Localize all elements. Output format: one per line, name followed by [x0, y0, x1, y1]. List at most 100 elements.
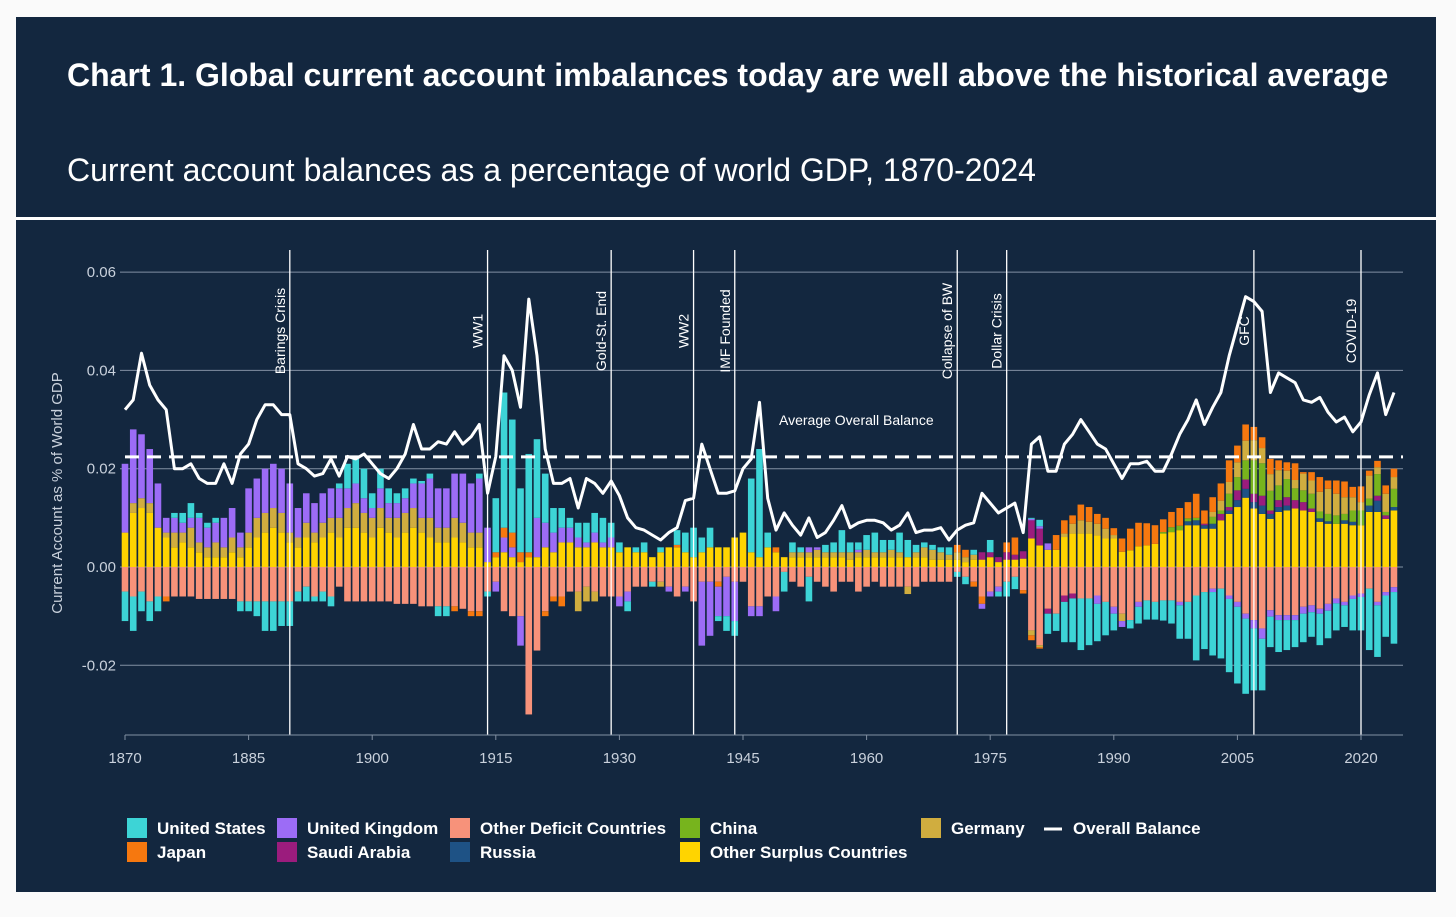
bar-od	[1390, 567, 1398, 588]
bar-os	[171, 547, 178, 567]
bar-od	[1094, 567, 1101, 596]
bar-jp	[508, 532, 516, 548]
bar-os	[1365, 511, 1373, 567]
bar-od	[1184, 567, 1192, 602]
bar-sa	[1374, 495, 1381, 501]
bar-cn	[1291, 488, 1299, 501]
bar-cn	[1374, 474, 1381, 496]
bar-uk	[583, 542, 590, 548]
bar-od	[558, 567, 566, 597]
bar-de	[1316, 491, 1324, 512]
bar-sa	[1258, 495, 1266, 506]
bar-uk	[616, 596, 623, 607]
bar-us	[649, 581, 656, 587]
bar-uk	[228, 508, 236, 538]
bar-de	[1225, 481, 1233, 494]
bar-od	[418, 567, 425, 607]
bar-sa	[1019, 551, 1027, 559]
bar-sa	[1201, 523, 1208, 526]
bar-os	[187, 547, 195, 567]
bar-us	[1126, 620, 1134, 629]
bar-uk	[360, 498, 368, 513]
bar-ru	[1390, 507, 1398, 511]
bar-de	[896, 552, 903, 558]
bar-jp	[714, 581, 722, 587]
bar-jp	[1069, 515, 1076, 524]
bar-sa	[1291, 500, 1299, 509]
bar-uk	[1135, 601, 1142, 607]
bar-de	[1324, 488, 1332, 514]
bar-de	[1242, 440, 1249, 461]
bar-uk	[138, 434, 145, 499]
bar-uk	[1300, 606, 1307, 614]
bar-us	[616, 542, 623, 553]
bar-os	[599, 547, 607, 567]
bar-uk	[1118, 621, 1126, 627]
x-tick-label: 1930	[603, 750, 636, 767]
bar-us	[434, 606, 442, 617]
bar-od	[698, 567, 706, 582]
bar-os	[360, 532, 368, 567]
bar-us	[1094, 603, 1101, 642]
bar-os	[591, 542, 598, 567]
bar-od	[377, 567, 384, 602]
bar-uk	[566, 527, 574, 543]
bar-jp	[1143, 523, 1151, 546]
bar-de	[1085, 521, 1093, 534]
bar-us	[1143, 600, 1151, 620]
x-tick-label: 2020	[1344, 750, 1377, 767]
bar-od	[962, 567, 969, 577]
bar-os	[1069, 533, 1076, 567]
bar-cn	[1192, 517, 1200, 521]
bar-jp	[1077, 504, 1085, 521]
bar-os	[459, 542, 467, 567]
bar-us	[937, 547, 945, 553]
bar-de	[1365, 475, 1373, 499]
bar-os	[237, 557, 244, 567]
bar-os	[228, 552, 236, 567]
bar-os	[945, 559, 953, 567]
bar-os	[418, 532, 425, 567]
legend-item-us: United States	[127, 818, 266, 838]
bar-uk	[492, 581, 500, 592]
bar-jp	[1300, 472, 1307, 474]
bar-jp	[162, 596, 170, 602]
bar-de	[945, 554, 953, 560]
bar-us	[945, 547, 953, 555]
bar-os	[1300, 510, 1307, 567]
bar-od	[195, 567, 203, 599]
bar-jp	[1234, 445, 1241, 463]
bar-uk	[195, 517, 203, 543]
bar-us	[1036, 519, 1043, 527]
bar-jp	[1291, 463, 1299, 481]
bar-od	[1192, 567, 1200, 596]
legend-swatch	[680, 818, 700, 838]
chart-subtitle: Current account balances as a percentage…	[67, 152, 1036, 188]
bar-ru	[1201, 525, 1208, 529]
bar-od	[154, 567, 162, 597]
bar-od	[937, 567, 945, 582]
bar-ru	[1258, 505, 1266, 514]
bar-de	[1382, 493, 1390, 512]
bar-us	[212, 517, 219, 523]
bar-de	[805, 552, 813, 558]
bar-de	[1283, 470, 1291, 480]
bar-de	[1308, 480, 1315, 494]
x-tick-label: 1975	[974, 750, 1007, 767]
bar-us	[558, 508, 566, 528]
bar-od	[467, 567, 475, 612]
bar-uk	[1094, 595, 1101, 604]
bar-cn	[1242, 460, 1249, 480]
bar-os	[1201, 528, 1208, 567]
bar-od	[212, 567, 219, 599]
bar-uk	[476, 478, 483, 533]
bar-uk	[220, 517, 228, 548]
bar-sa	[1011, 554, 1019, 560]
bar-os	[261, 532, 269, 567]
bar-de	[410, 508, 417, 528]
bar-us	[517, 488, 524, 553]
bar-us	[533, 439, 541, 518]
bar-os	[764, 547, 772, 567]
legend-item-overall-balance: Overall Balance	[1044, 819, 1201, 838]
bar-jp	[1028, 635, 1035, 641]
